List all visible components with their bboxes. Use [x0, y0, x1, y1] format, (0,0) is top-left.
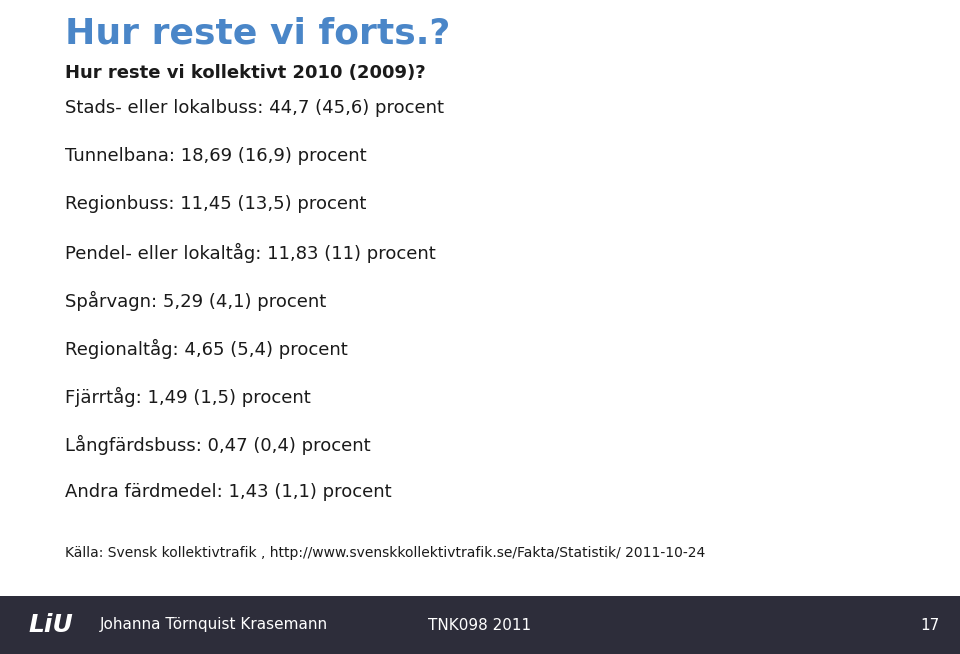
- Text: Hur reste vi kollektivt 2010 (2009)?: Hur reste vi kollektivt 2010 (2009)?: [65, 64, 425, 82]
- Bar: [0, 596, 960, 654]
- Text: Tunnelbana: 18,69 (16,9) procent: Tunnelbana: 18,69 (16,9) procent: [65, 147, 367, 165]
- Text: Regionaltåg: 4,65 (5,4) procent: Regionaltåg: 4,65 (5,4) procent: [65, 339, 348, 359]
- Text: Stads- eller lokalbuss: 44,7 (45,6) procent: Stads- eller lokalbuss: 44,7 (45,6) proc…: [65, 99, 444, 117]
- Text: TNK098 2011: TNK098 2011: [428, 617, 532, 632]
- Text: Hur reste vi forts.?: Hur reste vi forts.?: [65, 16, 450, 50]
- Text: Spårvagn: 5,29 (4,1) procent: Spårvagn: 5,29 (4,1) procent: [65, 291, 326, 311]
- Text: Fjärrtåg: 1,49 (1,5) procent: Fjärrtåg: 1,49 (1,5) procent: [65, 387, 311, 407]
- Text: Andra färdmedel: 1,43 (1,1) procent: Andra färdmedel: 1,43 (1,1) procent: [65, 483, 392, 501]
- Text: Regionbuss: 11,45 (13,5) procent: Regionbuss: 11,45 (13,5) procent: [65, 195, 367, 213]
- Text: Långfärdsbuss: 0,47 (0,4) procent: Långfärdsbuss: 0,47 (0,4) procent: [65, 435, 371, 455]
- Text: Källa: Svensk kollektivtrafik , http://www.svenskkollektivtrafik.se/Fakta/Statis: Källa: Svensk kollektivtrafik , http://w…: [65, 546, 706, 560]
- Text: 17: 17: [921, 617, 940, 632]
- Text: Johanna Törnquist Krasemann: Johanna Törnquist Krasemann: [100, 617, 328, 632]
- Text: LiU: LiU: [28, 613, 73, 637]
- Text: Pendel- eller lokaltåg: 11,83 (11) procent: Pendel- eller lokaltåg: 11,83 (11) proce…: [65, 243, 436, 263]
